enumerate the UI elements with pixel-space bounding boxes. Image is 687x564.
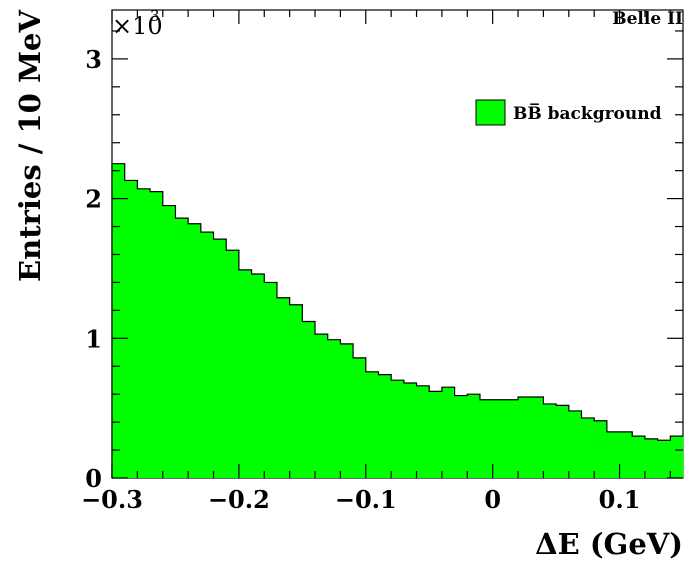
histogram-bin	[238, 269, 252, 478]
histogram-bin	[315, 334, 329, 478]
histogram-bin	[213, 239, 227, 478]
histogram-bin	[429, 391, 443, 478]
histogram-bin	[657, 440, 671, 478]
histogram-bin	[276, 297, 291, 478]
histogram-bin	[302, 321, 316, 478]
y-axis-title: Entries / 10 MeV	[13, 10, 47, 282]
y-tick-label: 3	[85, 45, 102, 74]
histogram-bin	[124, 180, 138, 478]
x-tick-label: 0	[484, 485, 501, 514]
x-axis-title: ΔE (GeV)	[535, 527, 683, 561]
histogram-bin	[137, 188, 151, 478]
histogram-bin	[518, 396, 532, 478]
y-multiplier-exponent: 3	[150, 7, 160, 25]
x-tick-label: −0.3	[81, 485, 143, 514]
histogram-bin	[606, 431, 620, 478]
histogram-bin	[378, 374, 392, 478]
legend: BB̅ background	[475, 99, 662, 126]
histogram-bin	[340, 343, 354, 478]
histogram-bin	[200, 232, 214, 478]
y-tick-label: 1	[85, 324, 102, 353]
x-tick-label: 0.1	[599, 485, 641, 514]
histogram-bin	[670, 436, 684, 478]
histogram-bin	[403, 383, 417, 478]
histogram-bin	[568, 410, 582, 478]
histogram-bin	[556, 405, 570, 478]
histogram-bin	[416, 385, 430, 478]
histogram-bin	[391, 380, 405, 478]
histogram-bin	[251, 274, 265, 478]
y-tick-label: 2	[85, 185, 102, 214]
histogram-bin	[644, 438, 659, 478]
y-multiplier-label: ×10	[112, 12, 163, 40]
histogram-bin	[505, 399, 519, 478]
histogram-bin	[327, 339, 341, 478]
experiment-label: Belle II	[612, 9, 683, 29]
histogram-bin	[264, 282, 278, 478]
histogram-bin	[454, 395, 468, 478]
axes: −0.3 −0.2 −0.1 0 0.1 0 1 2 3	[81, 10, 683, 514]
histogram-bins	[111, 163, 684, 479]
y-tick-label: 0	[85, 464, 102, 493]
histogram-bin	[162, 205, 176, 478]
histogram-bin	[594, 420, 608, 478]
histogram-bin	[365, 371, 379, 478]
histogram-bin	[492, 399, 506, 478]
legend-swatch	[475, 99, 506, 126]
histogram-bin	[441, 387, 455, 478]
x-tick-label: −0.2	[208, 485, 270, 514]
histogram-bin	[188, 223, 202, 478]
histogram-bin	[619, 431, 633, 478]
histogram-bin	[581, 417, 595, 478]
legend-label: BB̅ background	[513, 103, 662, 124]
histogram-bin	[530, 396, 544, 478]
histogram-bin	[632, 436, 646, 478]
histogram-bin	[543, 403, 557, 478]
histogram-bin	[479, 399, 494, 478]
histogram-bin	[467, 394, 481, 478]
x-tick-label: −0.1	[335, 485, 397, 514]
histogram-outline	[111, 163, 683, 478]
histogram-bin	[150, 191, 164, 478]
histogram-bin	[289, 304, 303, 478]
histogram-bin	[353, 357, 367, 478]
histogram-bin	[112, 163, 126, 479]
histogram-bin	[175, 218, 189, 479]
histogram-bin	[226, 250, 240, 478]
